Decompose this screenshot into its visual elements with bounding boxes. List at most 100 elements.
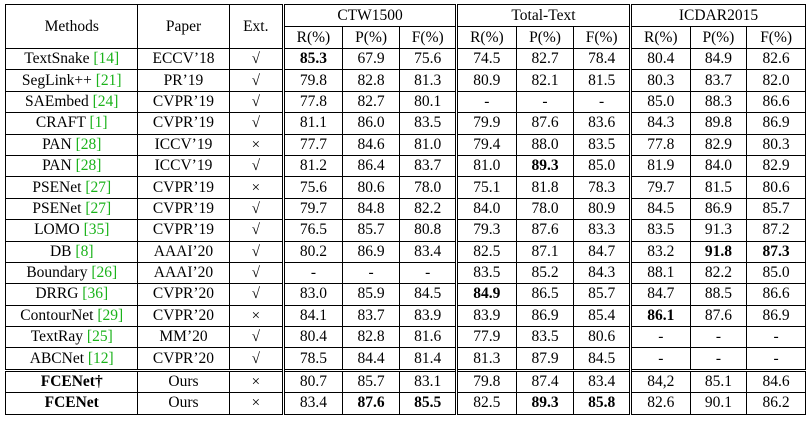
method-name: DRRG [35, 285, 79, 303]
table-body: TextSnake [14] ECCV’18 √ 85.3 67.9 75.6 74.5 82… [4, 47, 806, 415]
value-cell: 82.1 [515, 69, 575, 92]
value-cell: 79.7 [628, 176, 691, 199]
value-cell: 77.9 [455, 326, 517, 349]
value-cell: 82.2 [399, 197, 458, 221]
method-cell: LOMO [35] [4, 219, 139, 242]
value-cell: 75.6 [282, 176, 343, 199]
value-cell: 87.6 [515, 219, 575, 242]
value-cell: 85.1 [689, 368, 748, 394]
value-cell: 86.0 [341, 112, 401, 135]
value-cell: 81.3 [399, 69, 458, 92]
value-cell: 84.9 [455, 283, 517, 306]
value-cell: 84.5 [399, 283, 458, 306]
value-cell: - [689, 326, 748, 349]
value-cell: 80.3 [628, 69, 691, 92]
method-name: FCENet [44, 394, 99, 412]
table-header: Methods Paper Ext. CTW1500 Total-Text IC… [4, 4, 807, 49]
metric-header: R(%) [282, 26, 343, 49]
table-row: PAN [28] ICCV’19 √ 81.2 86.4 83.7 81.0 89.3 85.0… [4, 154, 806, 178]
value-cell: 83.3 [573, 219, 631, 242]
value-cell: 85.7 [573, 283, 631, 306]
header-row: Methods Paper Ext. CTW1500 Total-Text IC… [4, 4, 807, 49]
value-cell: 84.8 [341, 197, 401, 221]
value-cell: 90.1 [689, 392, 748, 415]
ext-cell: √ [228, 154, 285, 178]
value-cell: 81.2 [282, 154, 343, 178]
header-cell: Paper [137, 4, 230, 49]
table-row: PAN [28] ICCV’19 × 77.7 84.6 81.0 79.4 88.0 83.5… [4, 133, 806, 156]
metric-header: R(%) [628, 26, 691, 49]
header-cell: Methods [4, 4, 139, 49]
value-cell: 83.5 [399, 112, 458, 135]
value-cell: 76.5 [282, 219, 343, 242]
table-row: DRRG [36] CVPR’20 √ 83.0 85.9 84.5 84.9 86.5 85.… [4, 283, 806, 306]
metric-header: F(%) [746, 26, 806, 49]
value-cell: 79.7 [282, 197, 343, 221]
value-cell: 84.1 [282, 304, 343, 328]
value-cell: 84,2 [628, 368, 691, 394]
method-cell: ABCNet [12] [4, 347, 139, 371]
method-cell: DRRG [36] [4, 283, 139, 306]
table-row: TextRay [25] MM’20 √ 80.4 82.8 81.6 77.9 83.5 80… [4, 326, 806, 349]
citation: [21] [95, 71, 122, 89]
value-cell: 78.0 [399, 176, 458, 199]
citation: [12] [87, 349, 114, 367]
value-cell: 82.6 [746, 47, 806, 71]
value-cell: - [515, 90, 575, 114]
value-cell: 82.5 [455, 392, 517, 415]
metric-header: P(%) [341, 26, 401, 49]
citation: [1] [89, 114, 108, 132]
value-cell: 83.5 [628, 219, 691, 242]
table-row: FCENet† Ours × 80.7 85.7 83.1 79.8 87.4 83.4 84,2… [4, 368, 806, 394]
method-cell: TextRay [25] [4, 326, 139, 349]
paper-cell: PR’19 [137, 69, 230, 92]
value-cell: 80.6 [341, 176, 401, 199]
header-cell: Ext. [228, 4, 285, 49]
value-cell: 84.3 [628, 112, 691, 135]
method-name: FCENet† [40, 373, 103, 391]
method-name: ContourNet [20, 306, 94, 324]
value-cell: 85.5 [399, 392, 458, 415]
ext-cell: √ [228, 326, 285, 349]
value-cell: 91.3 [689, 219, 748, 242]
method-cell: Boundary [26] [4, 261, 139, 285]
value-cell: 81.4 [399, 347, 458, 371]
value-cell: 86.4 [341, 154, 401, 178]
value-cell: 83.7 [399, 154, 458, 178]
ext-cell: × [228, 392, 285, 415]
value-cell: 88.1 [628, 261, 691, 285]
metric-header: R(%) [455, 26, 517, 49]
value-cell: 88.5 [689, 283, 748, 306]
value-cell: 85.3 [282, 47, 343, 71]
value-cell: 83.4 [573, 368, 631, 394]
method-cell: ContourNet [29] [4, 304, 139, 328]
value-cell: 85.7 [746, 197, 806, 221]
citation: [29] [97, 306, 124, 324]
value-cell: 81.6 [399, 326, 458, 349]
ext-cell: × [228, 368, 285, 394]
value-cell: 80.4 [628, 47, 691, 71]
method-cell: PAN [28] [4, 133, 139, 156]
ext-cell: √ [228, 47, 285, 71]
method-name: TextRay [30, 328, 84, 346]
paper-cell: CVPR’19 [137, 197, 230, 221]
ext-cell: × [228, 133, 285, 156]
value-cell: 86.5 [515, 283, 575, 306]
value-cell: 89.3 [515, 154, 575, 178]
value-cell: 78.3 [573, 176, 631, 199]
method-cell: FCENet [4, 392, 139, 415]
value-cell: 84.7 [628, 283, 691, 306]
paper-cell: ICCV’19 [137, 133, 230, 156]
value-cell: 80.6 [573, 326, 631, 349]
citation: [28] [75, 157, 102, 175]
value-cell: 86.6 [746, 283, 806, 306]
value-cell: 87.3 [746, 240, 806, 263]
method-cell: SAEmbed [24] [4, 90, 139, 114]
value-cell: 88.3 [689, 90, 748, 114]
value-cell: 75.1 [455, 176, 517, 199]
value-cell: 81.0 [455, 154, 517, 178]
method-name: TextSnake [24, 50, 90, 68]
paper-cell: ECCV’18 [137, 47, 230, 71]
value-cell: 83.7 [341, 304, 401, 328]
